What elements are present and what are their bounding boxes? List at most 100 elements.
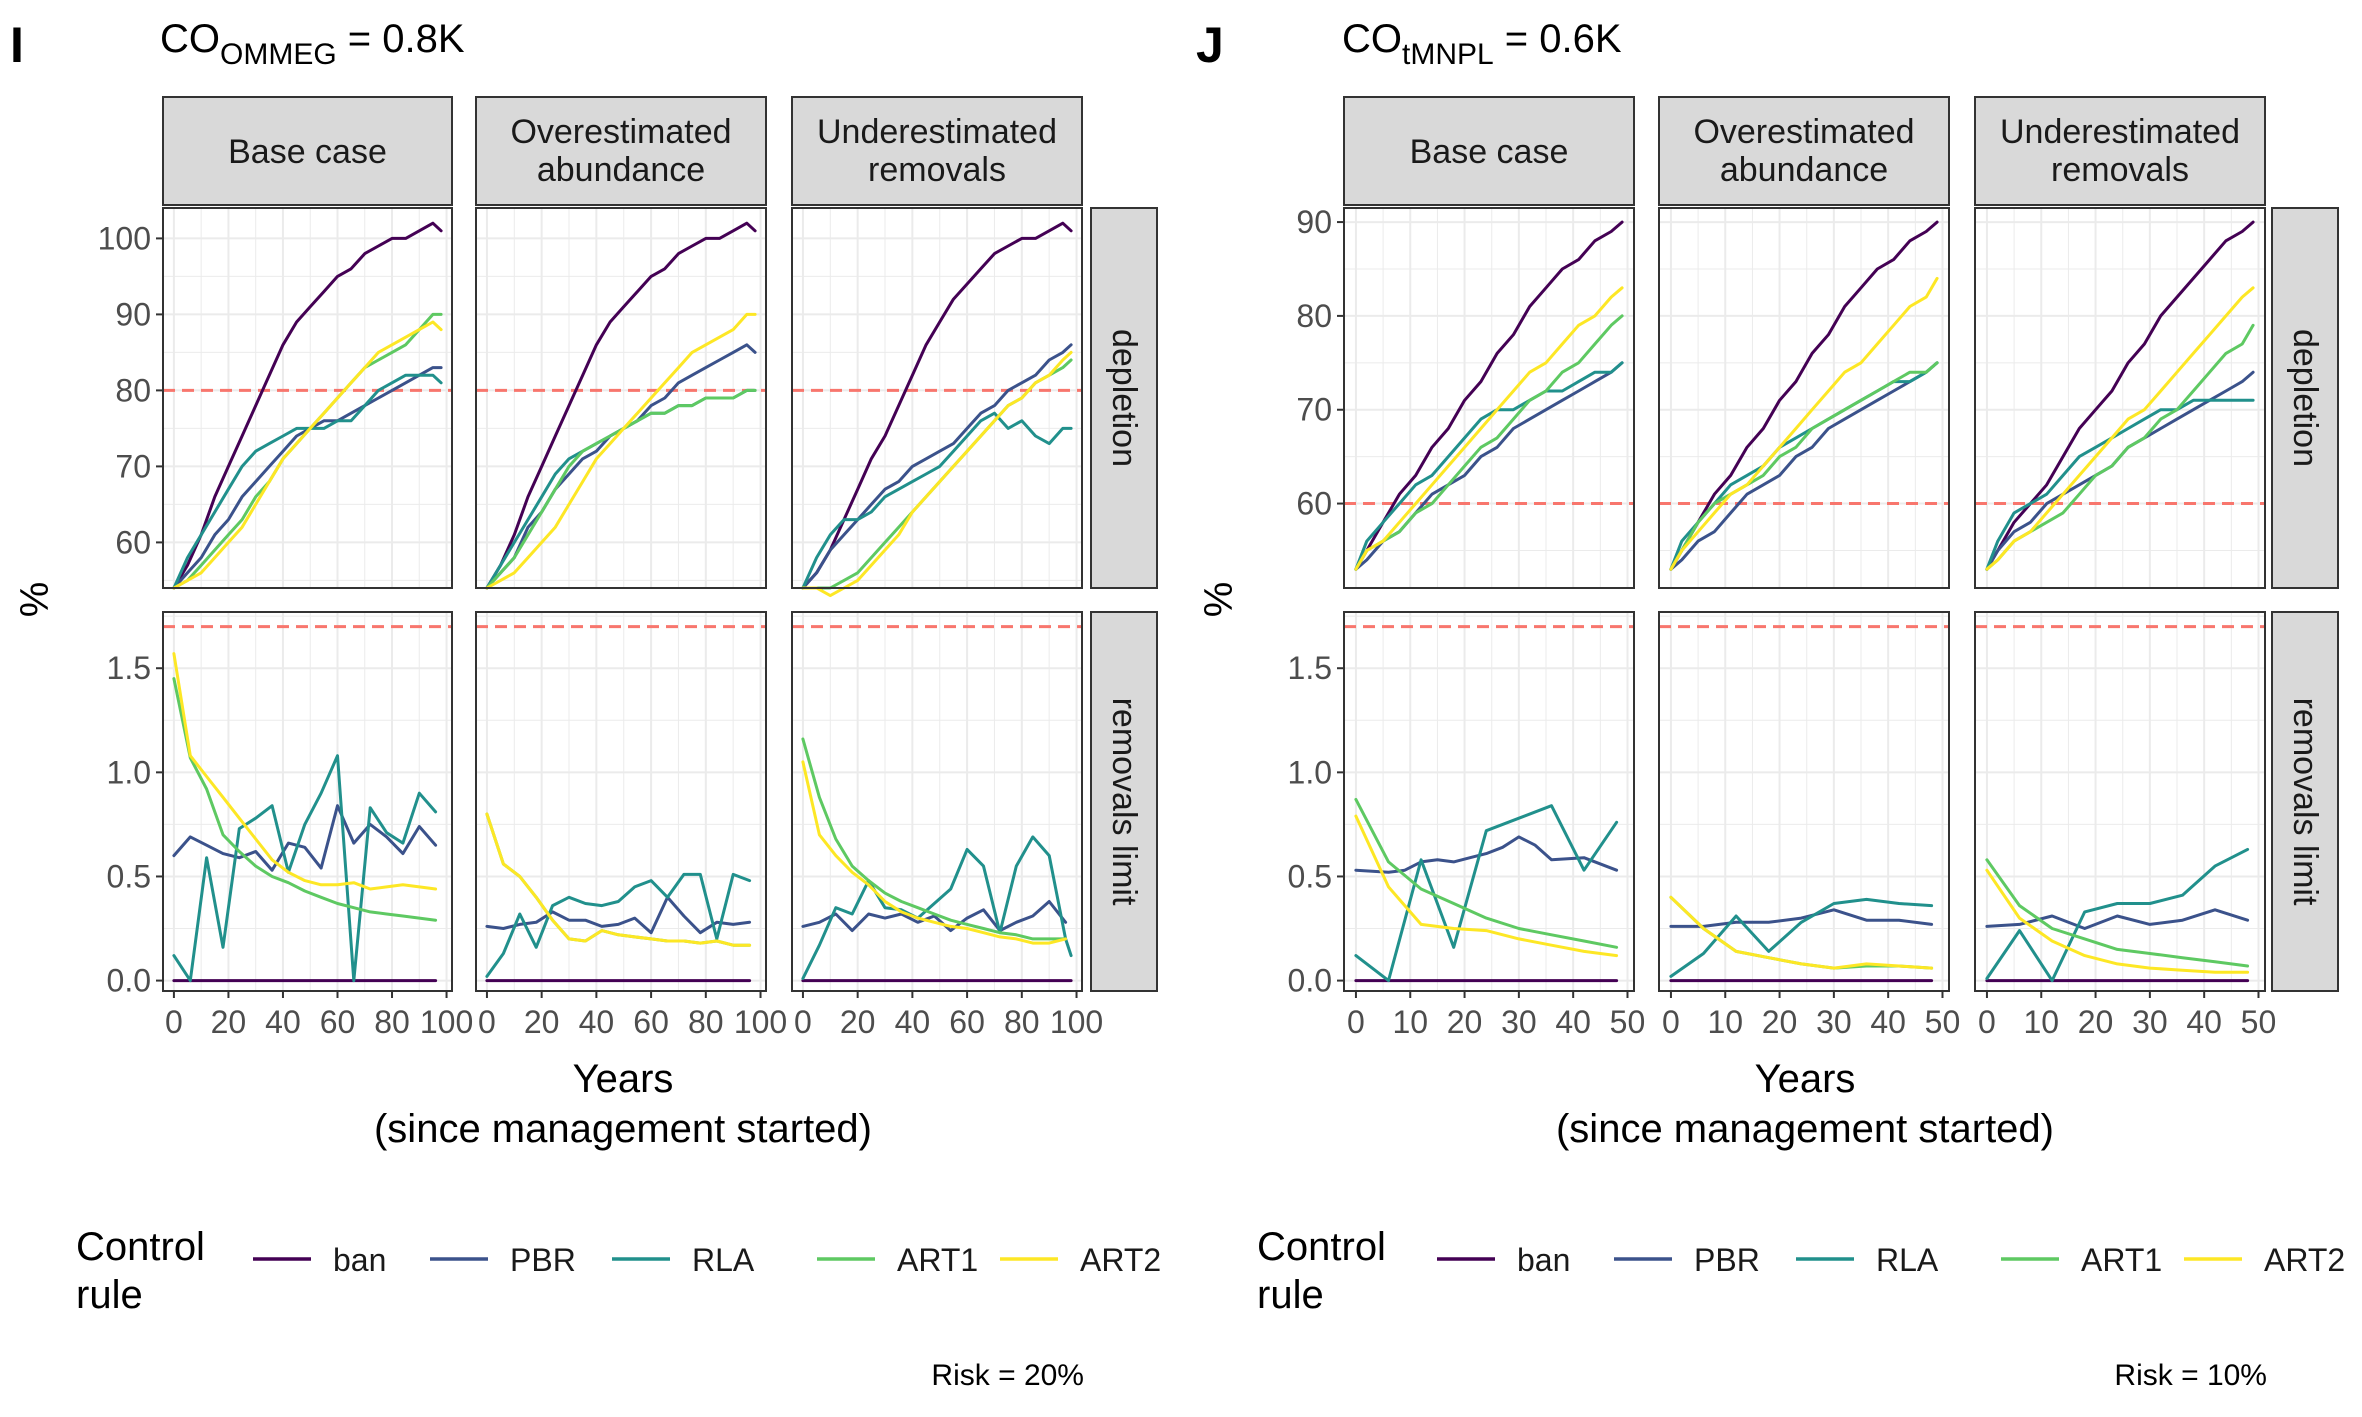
panel: 0 10 20 30 40 50 [1343,611,1645,1040]
panel [1974,207,2266,589]
row-strip [1090,207,1158,589]
panel [1658,207,1950,589]
series-line-ban [801,221,1073,590]
chart-block-I: I COOMMEG = 0.8K Base case Overestimatedabu… [10,17,1161,1392]
y-tick-label: 0.0 [1288,963,1332,999]
x-tick-label: 40 [579,1004,615,1040]
title-rest: = 0.8K [337,17,465,61]
x-tick-label: 20 [2078,1004,2114,1040]
series-line-ART2 [172,652,438,891]
panel: 0 10 20 30 40 50 [1658,611,1961,1040]
y-tick-label: 100 [98,220,151,256]
x-tick-label: 0 [1662,1004,1680,1040]
panel-title: COOMMEG = 0.8K [160,17,465,71]
y-tick-label: 0.5 [107,858,151,894]
series-line-ART2 [1354,286,1624,571]
series-line-RLA [1354,361,1624,571]
x-tick-label: 80 [688,1004,724,1040]
panel-border [791,207,1083,589]
x-tick-label: 40 [1870,1004,1906,1040]
series-line-ART2 [1354,814,1619,958]
title-main: CO [160,17,220,61]
x-tick-label: 80 [1004,1004,1040,1040]
legend-title: Control [1257,1225,1386,1269]
x-axis-subtitle: (since management started) [374,1107,872,1151]
series-line-ART2 [485,312,757,590]
series-line-PBR [1669,361,1939,571]
panel-border [1343,207,1635,589]
legend-label: ART2 [1080,1242,1161,1278]
title-rest: = 0.6K [1494,17,1622,61]
series-line-ART2 [1669,895,1934,970]
panel: 0 20 40 60 80 100 [791,611,1103,1040]
series-line-ART2 [172,320,443,590]
x-tick-label: 0 [794,1004,812,1040]
panel-border [1343,611,1635,992]
column-strip [1974,96,2266,206]
x-tick-label: 30 [1501,1004,1537,1040]
panel-label: J [1196,17,1224,73]
y-tick-label: 80 [115,372,151,408]
y-tick-label: 1.5 [107,650,151,686]
series-line-PBR [801,343,1073,590]
series-line-ban [1354,220,1624,571]
panel-background [1343,611,1635,992]
risk-caption: Risk = 10% [2114,1359,2267,1392]
series-line-ART2 [1669,276,1939,571]
x-tick-label: 40 [895,1004,931,1040]
title-main: CO [1342,17,1402,61]
y-tick-label: 0.5 [1288,858,1332,894]
x-tick-label: 60 [633,1004,669,1040]
legend-label: PBR [510,1242,576,1278]
row-strip-label: removals limit [1105,698,1143,906]
series-line-PBR [1985,908,2250,930]
legend-label: ART1 [2081,1242,2162,1278]
series-line-PBR [801,900,1068,933]
panel-border [162,207,453,589]
series-line-RLA [172,754,438,983]
series-line-ART1 [1354,797,1619,949]
column-strip-label: Overestimated [1693,113,1914,151]
series-line-PBR [485,895,752,935]
x-axis-subtitle: (since management started) [1556,1107,2054,1151]
column-strip [162,96,453,206]
series-line-RLA [1985,398,2255,571]
panel: 0 10 20 30 40 50 [1974,611,2276,1040]
series-line-RLA [1669,897,1934,978]
panel-border [1974,611,2266,992]
panel [475,207,767,590]
column-strip-label: abundance [1720,151,1888,189]
series-line-RLA [801,835,1073,980]
title-subscript: OMMEG [220,38,337,71]
panel [791,207,1083,598]
x-tick-label: 40 [2186,1004,2222,1040]
x-tick-label: 100 [420,1004,473,1040]
x-tick-label: 50 [1925,1004,1961,1040]
x-tick-label: 20 [1762,1004,1798,1040]
y-tick-label: 90 [115,296,151,332]
column-strip-label: abundance [537,151,705,189]
row-strip [2271,611,2339,992]
series-line-RLA [1354,804,1619,983]
series-line-ART2 [1985,286,2255,571]
x-tick-label: 0 [165,1004,183,1040]
y-axis-title: % [1197,582,1241,618]
y-tick-label: 1.0 [107,754,151,790]
column-strip-label: Base case [228,133,387,171]
y-axis-title: % [13,582,57,618]
panel [1343,207,1635,589]
panel-border [791,611,1083,992]
series-line-ART1 [801,737,1068,941]
panel [162,207,453,590]
series-line-RLA [1985,847,2250,983]
panel-border [1658,611,1950,992]
legend-label: PBR [1694,1242,1760,1278]
y-tick-label: 0.0 [107,963,151,999]
y-tick-label: 60 [1296,486,1332,522]
x-tick-label: 20 [1447,1004,1483,1040]
column-strip-label: removals [2051,151,2189,189]
row-strip-label: depletion [2286,329,2324,467]
